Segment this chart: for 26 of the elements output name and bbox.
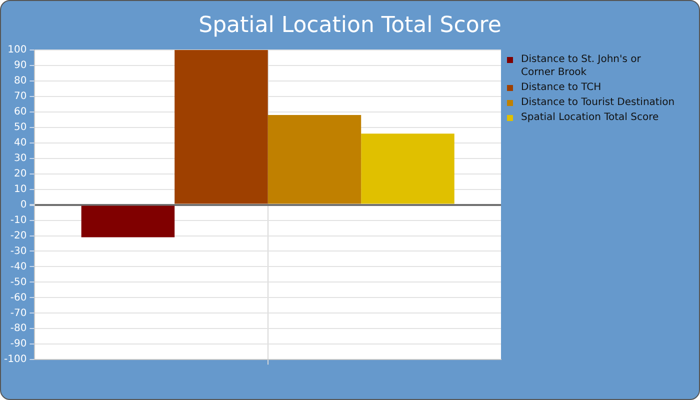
legend-label: Spatial Location Total Score (521, 111, 660, 124)
y-tick-label: 80 (14, 76, 27, 87)
y-tick-label: 90 (14, 60, 27, 72)
chart-title: Spatial Location Total Score (198, 13, 502, 38)
legend-label: Distance to St. John's or Corner Brook (521, 53, 641, 79)
y-tick-label: -80 (10, 323, 27, 334)
y-tick-label: 30 (14, 152, 27, 164)
legend-label: Distance to Tourist Destination (521, 96, 676, 109)
y-tick-label: 20 (14, 168, 27, 180)
y-tick-label: -10 (10, 214, 27, 226)
y-tick-label: -90 (10, 338, 27, 350)
y-tick-label: -20 (10, 230, 27, 242)
y-tick-label: -100 (4, 354, 27, 366)
y-tick-label: 40 (14, 137, 27, 148)
y-tick-label: 60 (14, 106, 27, 118)
y-tick-label: 50 (14, 122, 27, 133)
y-tick-label: -60 (10, 292, 27, 304)
y-tick-label: -50 (10, 276, 27, 288)
y-tick-label: -30 (10, 246, 27, 257)
y-tick-label: -40 (10, 261, 27, 272)
y-tick-label: 70 (14, 91, 27, 102)
legend-label: Distance to TCH (521, 81, 602, 94)
y-tick-label: 100 (8, 44, 27, 56)
y-tick-label: -70 (10, 308, 27, 319)
y-tick-label: 0 (20, 199, 27, 210)
y-tick-label: 10 (14, 184, 27, 195)
